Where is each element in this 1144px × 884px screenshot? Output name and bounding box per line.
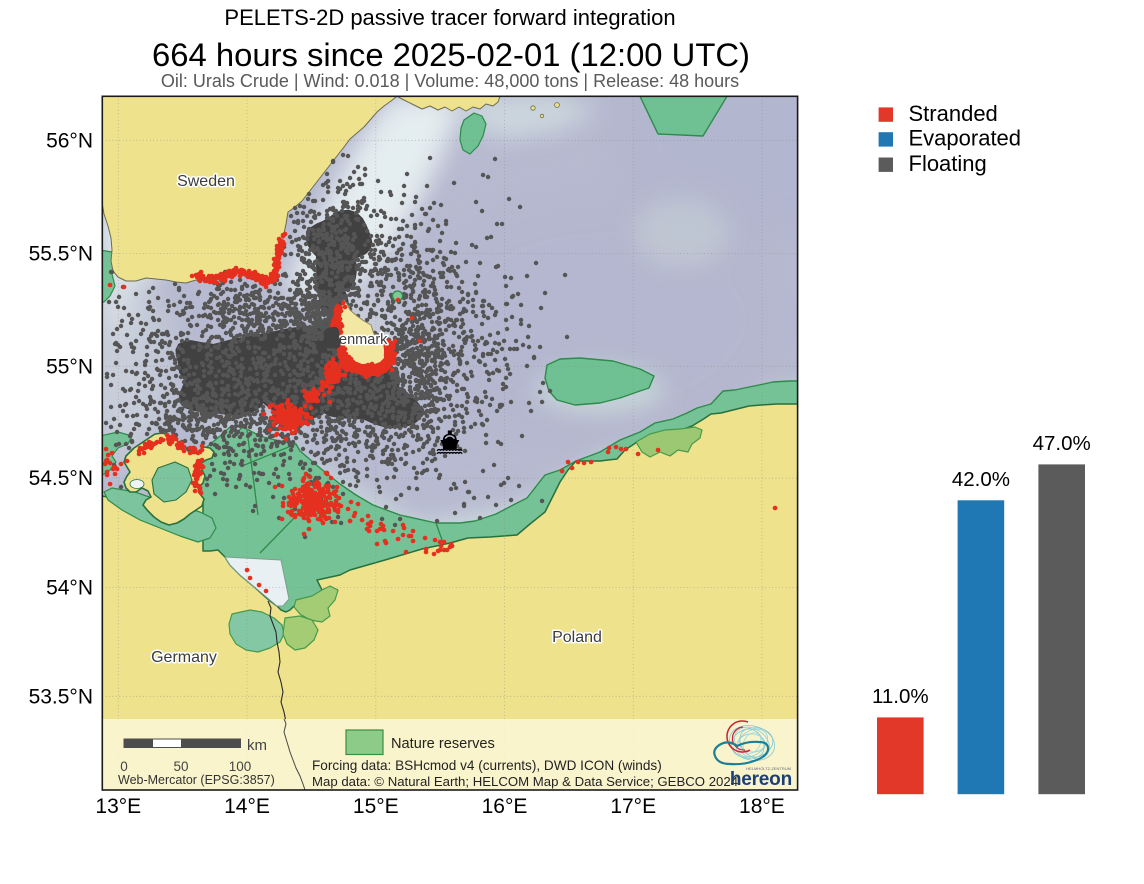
svg-text:Sweden: Sweden [177, 173, 235, 190]
svg-text:56°N: 56°N [46, 129, 93, 152]
svg-text:km: km [247, 737, 267, 754]
svg-text:PELETS-2D passive tracer forwa: PELETS-2D passive tracer forward integra… [224, 5, 675, 30]
svg-text:Floating: Floating [909, 151, 987, 176]
svg-text:Poland: Poland [552, 629, 602, 646]
svg-text:664 hours since 2025-02-01 (12: 664 hours since 2025-02-01 (12:00 UTC) [152, 36, 750, 73]
svg-text:55°N: 55°N [46, 355, 93, 378]
svg-text:18°E: 18°E [739, 795, 785, 818]
svg-text:14°E: 14°E [224, 795, 270, 818]
svg-text:0: 0 [120, 759, 128, 774]
svg-text:Oil: Urals Crude | Wind: 0.018: Oil: Urals Crude | Wind: 0.018 | Volume:… [161, 71, 739, 91]
svg-text:16°E: 16°E [482, 795, 528, 818]
svg-text:HELMHOLTZ-ZENTRUM: HELMHOLTZ-ZENTRUM [746, 766, 791, 771]
svg-text:47.0%: 47.0% [1033, 432, 1091, 455]
svg-text:Evaporated: Evaporated [909, 126, 1022, 151]
svg-text:17°E: 17°E [610, 795, 656, 818]
svg-text:42.0%: 42.0% [952, 468, 1010, 491]
svg-text:53.5°N: 53.5°N [29, 685, 93, 708]
svg-text:55.5°N: 55.5°N [29, 243, 93, 266]
svg-text:Web-Mercator (EPSG:3857): Web-Mercator (EPSG:3857) [118, 773, 275, 787]
svg-text:50: 50 [173, 759, 188, 774]
svg-text:54°N: 54°N [46, 577, 93, 600]
svg-text:54.5°N: 54.5°N [29, 467, 93, 490]
svg-text:13°E: 13°E [95, 795, 141, 818]
svg-text:Denmark: Denmark [329, 332, 389, 348]
svg-text:Forcing data: BSHcmod v4 (curr: Forcing data: BSHcmod v4 (currents), DWD… [312, 758, 662, 773]
svg-text:Map data: © Natural Earth; HEL: Map data: © Natural Earth; HELCOM Map & … [312, 774, 738, 789]
svg-text:15°E: 15°E [353, 795, 399, 818]
svg-text:Nature reserves: Nature reserves [391, 736, 495, 752]
svg-text:Germany: Germany [151, 649, 217, 666]
svg-text:100: 100 [229, 759, 252, 774]
svg-text:Stranded: Stranded [909, 101, 998, 126]
svg-text:hereon: hereon [730, 769, 792, 790]
svg-text:11.0%: 11.0% [872, 685, 929, 708]
